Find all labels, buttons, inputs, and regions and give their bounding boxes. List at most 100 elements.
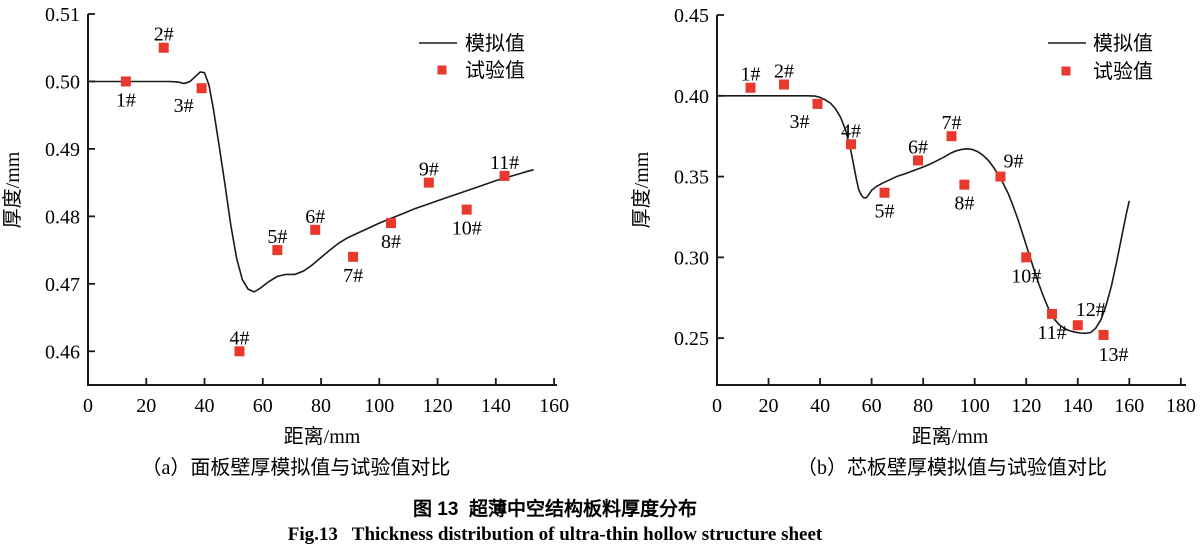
point-label: 10#	[452, 218, 482, 240]
chart-a-legend: 模拟值 试验值	[419, 32, 525, 82]
y-tick-label: 0.48	[45, 206, 80, 228]
y-tick-label: 0.47	[45, 274, 80, 296]
legend-marker-label: 试验值	[465, 59, 525, 82]
x-tick-label: 80	[311, 395, 331, 417]
x-tick-label: 60	[253, 395, 273, 417]
x-tick-label: 160	[539, 395, 569, 417]
experimental-point	[913, 155, 923, 166]
experimental-point	[499, 170, 510, 181]
x-tick-label: 60	[862, 395, 882, 417]
legend-marker-label: 试验值	[1093, 60, 1153, 83]
experimental-point	[779, 79, 789, 90]
point-label: 3#	[790, 111, 810, 133]
experimental-point	[348, 251, 359, 262]
x-tick-label: 120	[1011, 395, 1041, 417]
experimental-point	[879, 187, 890, 198]
y-tick-label: 0.30	[674, 247, 709, 269]
chart-a-subcaption: （a）面板壁厚模拟值与试验值对比	[142, 456, 451, 479]
y-tick-label: 0.45	[674, 5, 709, 27]
x-tick-label: 100	[960, 395, 990, 417]
experimental-point	[234, 346, 245, 357]
point-label: 13#	[1099, 344, 1129, 366]
charts-canvas: 厚度/mm 距离/mm （a）面板壁厚模拟值与试验值对比 模拟值 试验值 0 20…	[1, 4, 1196, 479]
experimental-point	[1072, 320, 1083, 331]
chart-b: 厚度/mm 距离/mm （b）芯板壁厚模拟值与试验值对比 模拟值 试验值 0 20…	[630, 5, 1196, 479]
point-label: 11#	[490, 152, 519, 174]
point-label: 11#	[1037, 322, 1066, 344]
point-label: 2#	[154, 24, 174, 46]
experimental-point	[120, 76, 131, 87]
chart-b-plot-area: 0 20 40 60 80 100 120 140 160 180 0.25 0.30 0.35 0.40…	[674, 5, 1196, 417]
legend-marker-sample	[437, 65, 447, 75]
figure-caption-cn: 图 13 超薄中空结构板料厚度分布	[413, 499, 697, 520]
point-label: 5#	[875, 201, 895, 223]
legend-marker-sample	[1061, 66, 1071, 76]
x-tick-label: 140	[1063, 395, 1093, 417]
x-tick-label: 40	[810, 395, 830, 417]
experimental-point	[846, 139, 856, 150]
point-label: 2#	[774, 60, 794, 82]
point-label: 8#	[381, 231, 401, 253]
point-label: 7#	[942, 112, 962, 134]
experimental-point	[1047, 308, 1057, 319]
x-tick-label: 80	[913, 395, 933, 417]
point-label: 6#	[305, 206, 325, 228]
experimental-point	[158, 42, 169, 53]
legend-line-label: 模拟值	[465, 32, 525, 55]
y-tick-label: 0.35	[674, 167, 709, 189]
chart-a-x-axis-label: 距离/mm	[284, 425, 361, 448]
legend-line-label: 模拟值	[1093, 32, 1153, 55]
point-label: 1#	[741, 64, 761, 86]
chart-b-x-axis-label: 距离/mm	[912, 425, 989, 448]
chart-b-legend: 模拟值 试验值	[1048, 32, 1153, 83]
point-label: 9#	[419, 159, 439, 181]
chart-a-y-axis-label: 厚度/mm	[1, 151, 24, 228]
point-label: 1#	[116, 89, 136, 111]
experimental-point	[461, 204, 472, 215]
y-tick-label: 0.51	[45, 4, 80, 26]
experimental-point	[423, 177, 434, 188]
experimental-point	[1021, 252, 1032, 263]
experimental-point	[310, 224, 321, 235]
point-label: 3#	[174, 95, 194, 117]
experimental-point	[959, 179, 970, 190]
experimental-point	[995, 171, 1006, 182]
y-tick-label: 0.49	[45, 139, 80, 161]
x-tick-label: 20	[759, 395, 779, 417]
x-tick-label: 0	[83, 395, 93, 417]
point-label: 8#	[954, 193, 974, 215]
experimental-point	[196, 83, 207, 94]
y-tick-label: 0.40	[674, 86, 709, 108]
x-tick-label: 40	[195, 395, 215, 417]
experimental-point	[385, 218, 396, 229]
experimental-point	[1098, 329, 1109, 340]
experimental-point	[946, 131, 957, 142]
point-label: 10#	[1011, 265, 1041, 287]
point-label: 7#	[343, 265, 363, 287]
point-label: 5#	[267, 226, 287, 248]
point-label: 4#	[229, 327, 249, 349]
chart-b-y-axis-label: 厚度/mm	[630, 151, 653, 228]
experimental-point	[272, 245, 283, 256]
chart-b-subcaption: （b）芯板壁厚模拟值与试验值对比	[797, 456, 1107, 479]
point-label: 4#	[841, 120, 861, 142]
x-tick-label: 140	[481, 395, 511, 417]
chart-a: 厚度/mm 距离/mm （a）面板壁厚模拟值与试验值对比 模拟值 试验值 0 20…	[1, 4, 569, 479]
x-tick-label: 160	[1114, 395, 1144, 417]
simulated-curve	[88, 71, 534, 293]
x-tick-label: 0	[712, 395, 722, 417]
x-tick-label: 120	[423, 395, 453, 417]
chart-a-plot-area: 0 20 40 60 80 100 120 140 160 0.46 0.47 0.48 0.49 0.5…	[45, 4, 569, 417]
figure-caption-en: Fig.13 Thickness distribution of ultra-t…	[287, 524, 823, 545]
experimental-point	[745, 82, 756, 93]
x-tick-label: 100	[364, 395, 394, 417]
y-tick-label: 0.50	[45, 71, 80, 93]
point-label: 6#	[908, 136, 928, 158]
y-tick-label: 0.25	[674, 328, 709, 350]
x-tick-label: 180	[1166, 395, 1196, 417]
y-tick-label: 0.46	[45, 341, 80, 363]
simulated-curve	[717, 95, 1131, 335]
point-label: 9#	[1003, 151, 1023, 173]
point-label: 12#	[1076, 299, 1106, 321]
